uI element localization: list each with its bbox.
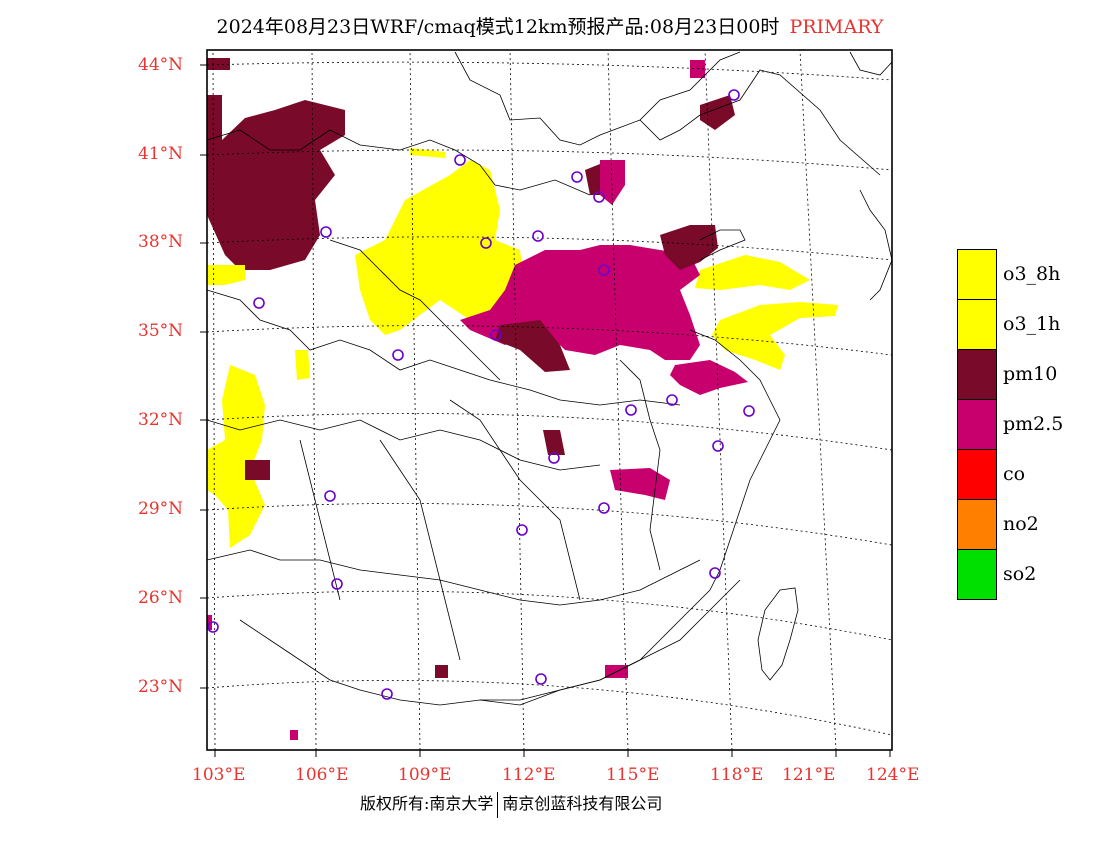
boundaries [206,51,893,706]
o3-region-west [207,265,245,285]
legend-swatch [957,349,997,400]
legend-label: pm10 [1003,363,1058,385]
footer-divider [497,791,499,818]
legend-swatch [957,449,997,500]
legend-swatch [957,299,997,350]
pm10-region-hubei [543,430,565,455]
pm25-region-beijing [600,160,625,205]
pm25-region-bottom [290,730,298,740]
lat-label: 38°N [138,232,184,252]
pm10-region-shandong [660,225,718,270]
station-circle [571,171,583,183]
map-frame [206,49,893,751]
lat-label: 41°N [138,144,184,164]
station-circle [392,349,404,361]
pm25-region-south [610,468,670,500]
legend-item-so2: so2 [957,549,1100,600]
legend-label: o3_1h [1003,313,1061,335]
pm10-region-northeast [700,95,735,130]
footer-left: 版权所有:南京大学 [360,794,494,813]
station-circle [728,89,740,101]
lat-label: 29°N [138,499,184,519]
lat-label: 26°N [138,588,184,608]
legend-label: pm2.5 [1003,413,1064,435]
o3-region-southwest [207,365,265,548]
legend-swatch [957,499,997,550]
lon-label: 112°E [502,765,556,785]
legend-item-o3-1h: o3_1h [957,299,1100,350]
station-circle [516,524,528,536]
station-circle [666,394,678,406]
axis-ticks [200,64,891,757]
legend: o3_8h o3_1h pm10 pm2.5 co no2 so2 [957,249,1100,600]
legend-item-pm25: pm2.5 [957,399,1100,450]
lat-label: 44°N [138,55,184,75]
graticule [206,49,893,751]
o3-region-east-sea [695,255,810,290]
station-circle [598,502,610,514]
legend-item-o3-8h: o3_8h [957,249,1100,300]
o3-region-north-central [355,160,525,335]
station-circle [324,490,336,502]
o3-region-small [295,350,310,380]
station-circle [320,226,332,238]
station-markers [207,89,755,700]
legend-label: o3_8h [1003,263,1061,285]
legend-item-pm10: pm10 [957,349,1100,400]
station-circle [548,452,560,464]
pm10-region-guangxi [435,665,448,678]
station-circle [625,404,637,416]
lat-label: 32°N [138,410,184,430]
station-circle [331,578,343,590]
station-circle [480,237,492,249]
legend-label: co [1003,463,1026,485]
lon-label: 118°E [710,765,764,785]
legend-label: no2 [1003,513,1039,535]
legend-item-no2: no2 [957,499,1100,550]
lon-label: 124°E [866,765,920,785]
station-circle [381,688,393,700]
lat-label: 23°N [138,677,184,697]
footer-right: 南京创蓝科技有限公司 [502,794,663,813]
station-circle [454,154,466,166]
legend-swatch [957,399,997,450]
legend-label: so2 [1003,563,1037,585]
map-title: 2024年08月23日WRF/cmaq模式12km预报产品:08月23日00时 P… [0,12,1100,39]
title-tag: PRIMARY [789,16,884,38]
lon-label: 121°E [782,765,836,785]
pm10-region-central [495,320,570,372]
pm10-region-north [207,58,230,70]
pollution-shading [207,58,838,740]
o3-region-east-sea-2 [712,302,838,370]
lon-label: 115°E [606,765,660,785]
station-circle [593,191,605,203]
station-circle [207,621,219,633]
station-circle [490,329,502,341]
legend-swatch [957,249,997,300]
station-circle [598,264,610,276]
station-circle [535,673,547,685]
station-circle [532,230,544,242]
station-circle [743,405,755,417]
station-circle [709,567,721,579]
pm25-region-jiangsu [670,360,748,395]
lon-label: 109°E [398,765,452,785]
pm10-region-northwest [207,95,345,270]
o3-region-north-strip [410,148,445,158]
lon-label: 106°E [295,765,349,785]
copyright-footer: 版权所有:南京大学 南京创蓝科技有限公司 [360,790,662,818]
station-circle [253,297,265,309]
legend-swatch [957,549,997,600]
pm10-region-sichuan [245,460,270,480]
legend-item-co: co [957,449,1100,500]
station-circle [712,440,724,452]
title-main: 2024年08月23日WRF/cmaq模式12km预报产品:08月23日00时 [216,16,780,38]
lat-label: 35°N [138,321,184,341]
lon-label: 103°E [192,765,246,785]
